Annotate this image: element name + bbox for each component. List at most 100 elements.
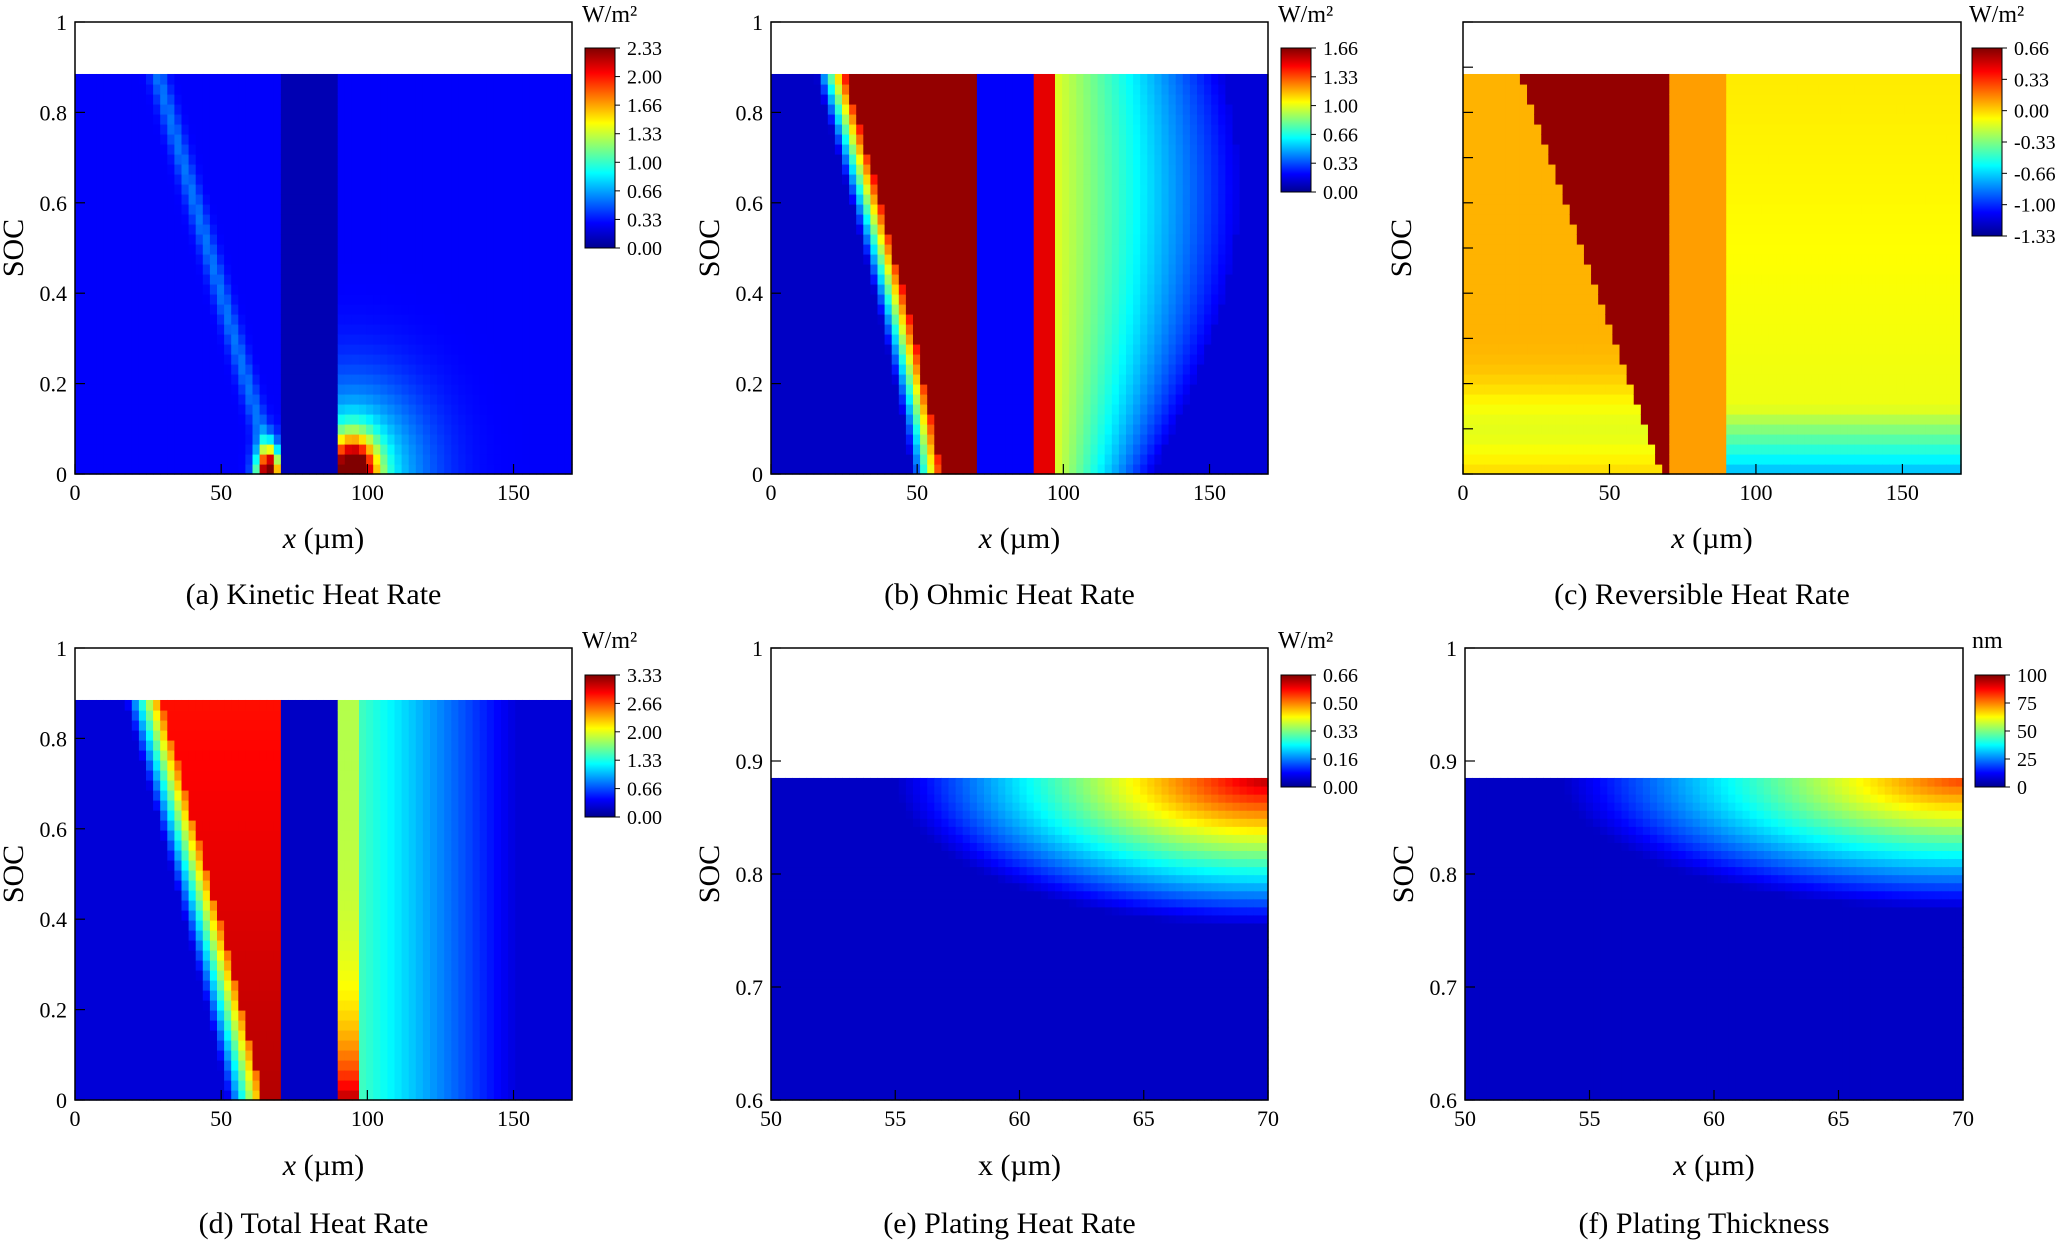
- heatmap-cell: [806, 434, 815, 445]
- heatmap-cell: [941, 414, 950, 425]
- heatmap-cell: [451, 123, 459, 135]
- heatmap-cell: [273, 323, 282, 335]
- heatmap-cell: [188, 133, 197, 145]
- heatmap-cell: [557, 303, 566, 315]
- heatmap-cell: [799, 143, 808, 155]
- heatmap-cell: [1026, 93, 1035, 105]
- heatmap-cell: [309, 93, 317, 105]
- heatmap-cell: [778, 183, 786, 195]
- heatmap-cell: [1026, 343, 1035, 355]
- heatmap-cell: [1111, 263, 1120, 275]
- heatmap-cell: [174, 93, 183, 105]
- heatmap-cell: [529, 313, 538, 325]
- heatmap-cell: [1126, 454, 1134, 465]
- heatmap-cell: [316, 193, 325, 205]
- heatmap-cell: [863, 163, 871, 175]
- heatmap-cell: [1019, 394, 1028, 405]
- heatmap-cell: [252, 283, 261, 295]
- heatmap-cell: [1062, 384, 1070, 395]
- heatmap-cell: [508, 333, 516, 345]
- heatmap-cell: [309, 404, 317, 415]
- heatmap-cell: [252, 444, 261, 455]
- heatmap-cell: [131, 363, 140, 375]
- heatmap-cell: [920, 113, 928, 125]
- heatmap-cell: [849, 213, 857, 225]
- heatmap-cell: [344, 414, 353, 425]
- heatmap-cell: [131, 283, 140, 295]
- heatmap-cell: [941, 273, 950, 285]
- heatmap-cell: [380, 233, 388, 245]
- heatmap-cell: [842, 113, 850, 125]
- heatmap-cell: [387, 83, 396, 95]
- heatmap-cell: [550, 113, 559, 125]
- heatmap-cell: [856, 414, 864, 425]
- heatmap-cell: [827, 163, 836, 175]
- heatmap-cell: [877, 343, 886, 355]
- heatmap-cell: [1026, 424, 1035, 435]
- heatmap-cell: [863, 193, 871, 205]
- heatmap-cell: [834, 454, 843, 465]
- heatmap-cell: [898, 414, 907, 425]
- heatmap-cell: [1047, 444, 1056, 455]
- heatmap-cell: [316, 444, 325, 455]
- heatmap-cell: [827, 93, 836, 105]
- heatmap-cell: [138, 353, 147, 365]
- heatmap-cell: [1140, 123, 1148, 135]
- heatmap-cell: [1118, 464, 1127, 475]
- heatmap-cell: [976, 153, 985, 165]
- heatmap-cell: [522, 313, 530, 325]
- heatmap-cell: [380, 434, 388, 445]
- heatmap-cell: [1118, 343, 1127, 355]
- heatmap-cell: [259, 153, 268, 165]
- heatmap-cell: [792, 163, 800, 175]
- heatmap-cell: [295, 374, 303, 385]
- heatmap-cell: [89, 343, 97, 355]
- heatmap-cell: [827, 123, 836, 135]
- heatmap-cell: [359, 163, 367, 175]
- heatmap-cell: [564, 374, 573, 385]
- heatmap-cell: [351, 414, 360, 425]
- heatmap-cell: [238, 384, 246, 395]
- heatmap-cell: [337, 374, 346, 385]
- heatmap-cell: [408, 353, 417, 365]
- heatmap-cell: [288, 193, 296, 205]
- heatmap-cell: [806, 363, 815, 375]
- heatmap-cell: [522, 193, 530, 205]
- heatmap-cell: [508, 404, 516, 415]
- panel-caption: (a) Kinetic Heat Rate: [186, 578, 442, 611]
- heatmap-cell: [259, 414, 268, 425]
- heatmap-cell: [1069, 414, 1077, 425]
- heatmap-cell: [153, 113, 161, 125]
- heatmap-cell: [174, 263, 183, 275]
- heatmap-cell: [813, 293, 822, 305]
- heatmap-cell: [217, 113, 225, 125]
- heatmap-cell: [302, 183, 310, 195]
- heatmap-cell: [337, 223, 346, 235]
- heatmap-cell: [827, 273, 836, 285]
- heatmap-cell: [188, 454, 197, 465]
- heatmap-cell: [1083, 193, 1092, 205]
- heatmap-cell: [174, 444, 183, 455]
- heatmap-cell: [799, 384, 808, 395]
- heatmap-cell: [501, 173, 509, 185]
- heatmap-cell: [849, 123, 857, 135]
- heatmap-cell: [337, 213, 346, 225]
- heatmap-cell: [891, 123, 900, 135]
- heatmap-cell: [472, 223, 481, 235]
- heatmap-cell: [231, 243, 239, 255]
- heatmap-cell: [1012, 323, 1021, 335]
- heatmap-cell: [394, 414, 403, 425]
- heatmap-cell: [252, 153, 261, 165]
- heatmap-cell: [529, 333, 538, 345]
- heatmap-cell: [976, 143, 985, 155]
- heatmap-cell: [96, 103, 104, 115]
- heatmap-cell: [422, 133, 431, 145]
- heatmap-cell: [202, 193, 211, 205]
- heatmap-cell: [401, 133, 410, 145]
- heatmap-cell: [138, 143, 147, 155]
- heatmap-cell: [806, 223, 815, 235]
- heatmap-cell: [444, 73, 452, 85]
- heatmap-cell: [110, 293, 119, 305]
- heatmap-cell: [323, 163, 332, 175]
